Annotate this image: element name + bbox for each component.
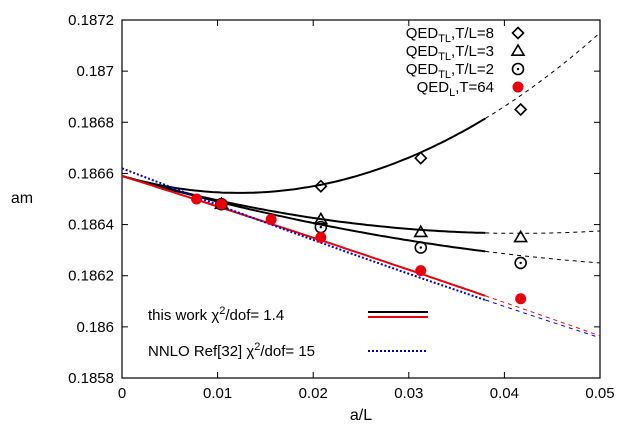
data-point-s2-ring <box>514 256 527 270</box>
data-point-s2-dot <box>419 246 422 249</box>
y-axis-title: am <box>11 190 33 207</box>
data-point-s1 <box>413 224 429 238</box>
legend-label-main: QED <box>406 25 439 42</box>
fit-l-line <box>121 175 486 297</box>
legend-label-sub: TL <box>438 51 451 63</box>
legend-label-rest: ,T/L=3 <box>451 43 494 60</box>
legend-label-main: QED <box>406 61 439 78</box>
fit-t3-extrapolation <box>485 230 601 234</box>
legend-label: QEDTL,T/L=8 <box>406 25 494 45</box>
y-tick-label: 0.1866 <box>68 165 114 182</box>
x-axis-title: a/L <box>350 407 372 424</box>
data-point-s3 <box>265 213 277 225</box>
fits-layer <box>121 32 601 339</box>
fit-nnlo-line <box>121 167 486 301</box>
fit-t2-extrapolation <box>485 250 601 264</box>
y-tick-label: 0.1858 <box>68 370 114 387</box>
fit-legend-label-post: /dof= 15 <box>260 343 315 360</box>
fit-legend-label: this work χ2/dof= 1.4 <box>148 305 284 324</box>
legend-label-main: QED <box>417 79 450 96</box>
data-point-s3 <box>191 193 203 205</box>
data-point-s2-ring <box>414 241 428 254</box>
y-tick-label: 0.1872 <box>68 12 114 29</box>
y-tick-label: 0.1864 <box>68 217 114 234</box>
data-point-s2 <box>514 256 527 270</box>
ticks-layer: 0 0.01 0.02 0.03 0.04 0.05 0.1858 0.186 0.1862 0.… <box>68 12 614 402</box>
x-tick-label: 0.04 <box>490 385 519 402</box>
fit-legend-chi: χ <box>246 343 254 360</box>
y-tick-label: 0.186 <box>76 319 114 336</box>
data-point-s0 <box>514 102 528 117</box>
x-tick-label: 0.01 <box>203 385 232 402</box>
y-tick-label: 0.1862 <box>68 268 114 285</box>
x-tick-label: 0.05 <box>585 385 614 402</box>
legend-label: QEDL,T=64 <box>417 79 494 99</box>
data-point-s3 <box>415 265 427 277</box>
legend: QEDTL,T/L=8QEDTL,T/L=3QEDTL,T/L=2QEDL,T=… <box>148 25 526 360</box>
legend-marker <box>510 43 526 57</box>
legend-label-rest: ,T/L=8 <box>451 25 494 42</box>
data-point-s2 <box>414 241 428 254</box>
x-tick-label: 0.02 <box>299 385 328 402</box>
fit-legend-label: NNLO Ref[32] χ2/dof= 15 <box>148 341 315 360</box>
legend-label-sub: L <box>449 87 455 99</box>
legend-label: QEDTL,T/L=3 <box>406 43 494 63</box>
legend-label-sub: TL <box>438 69 451 81</box>
fit-legend-sup: 2 <box>219 305 225 317</box>
legend-marker <box>512 81 524 93</box>
fit-legend-label-pre: this work <box>148 307 211 324</box>
fit-legend-label-pre: NNLO Ref[32] <box>148 343 246 360</box>
data-point-s3 <box>315 231 327 243</box>
data-point-s3 <box>215 198 227 210</box>
data-point-s1 <box>313 211 329 225</box>
y-tick-label: 0.187 <box>76 63 114 80</box>
x-tick-label: 0.03 <box>394 385 423 402</box>
x-tick-label: 0 <box>118 385 126 402</box>
legend-marker-dot <box>516 67 520 71</box>
data-point-s0 <box>314 179 328 193</box>
data-point-s1 <box>513 229 529 243</box>
fit-nnlo-extrapolation <box>485 299 601 339</box>
points-layer <box>191 102 529 305</box>
plot-frame <box>121 19 601 379</box>
data-point-s2-dot <box>519 261 522 265</box>
legend-label-main: QED <box>406 43 439 60</box>
y-tick-label: 0.1868 <box>68 114 114 131</box>
data-point-s3 <box>515 293 527 305</box>
fit-l-extrapolation <box>485 295 601 337</box>
legend-label-sub: TL <box>438 33 451 45</box>
legend-marker-ring <box>511 62 525 76</box>
legend-marker <box>511 62 525 76</box>
legend-label: QEDTL,T/L=2 <box>406 61 494 81</box>
fit-legend-sup: 2 <box>254 341 260 353</box>
fit-legend-chi: χ <box>211 307 219 324</box>
legend-marker <box>511 26 525 40</box>
data-point-s0 <box>414 151 428 165</box>
data-point-s2-dot <box>319 225 323 229</box>
legend-label-rest: ,T=64 <box>455 79 494 96</box>
legend-label-rest: ,T/L=2 <box>451 61 494 78</box>
fit-t8-line <box>121 117 486 194</box>
fit-t8-extrapolation <box>485 32 601 119</box>
fit-legend-label-post: /dof= 1.4 <box>225 307 284 324</box>
fit-t3-line <box>121 175 486 234</box>
